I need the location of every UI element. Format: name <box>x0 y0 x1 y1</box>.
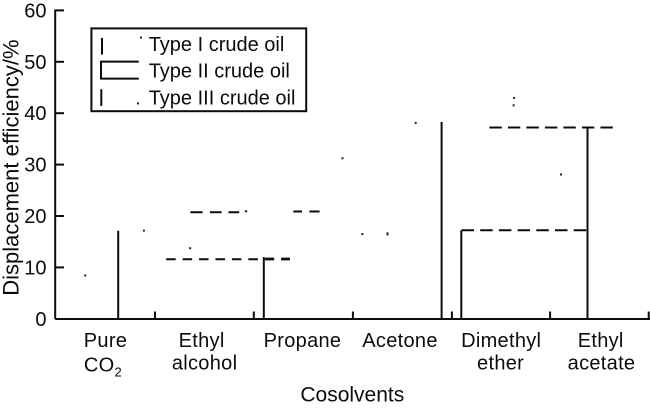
svg-text:alcohol: alcohol <box>172 353 237 375</box>
svg-text:Dimethyl: Dimethyl <box>461 330 541 352</box>
svg-text:0: 0 <box>35 309 46 331</box>
svg-text:50: 50 <box>24 52 46 74</box>
svg-text:Ethyl: Ethyl <box>179 330 225 352</box>
svg-text:CO2: CO2 <box>84 354 122 379</box>
svg-text:40: 40 <box>24 103 46 125</box>
svg-text:acetate: acetate <box>568 353 636 375</box>
svg-text:Acetone: Acetone <box>362 330 438 352</box>
svg-text:Type I crude oil: Type I crude oil <box>149 34 285 56</box>
svg-text:Displacement efficiency/%: Displacement efficiency/% <box>0 39 24 295</box>
svg-text:60: 60 <box>24 0 46 22</box>
svg-text:Cosolvents: Cosolvents <box>300 383 404 406</box>
svg-text:Type III crude oil: Type III crude oil <box>149 87 296 109</box>
svg-text:Pure: Pure <box>84 330 127 352</box>
svg-text:Type II crude oil: Type II crude oil <box>149 61 290 83</box>
svg-text:20: 20 <box>24 206 46 228</box>
svg-text:30: 30 <box>24 155 46 177</box>
svg-text:Ethyl: Ethyl <box>578 330 624 352</box>
svg-text:Propane: Propane <box>264 330 342 352</box>
svg-text:10: 10 <box>24 257 46 279</box>
svg-text:ether: ether <box>477 353 524 375</box>
